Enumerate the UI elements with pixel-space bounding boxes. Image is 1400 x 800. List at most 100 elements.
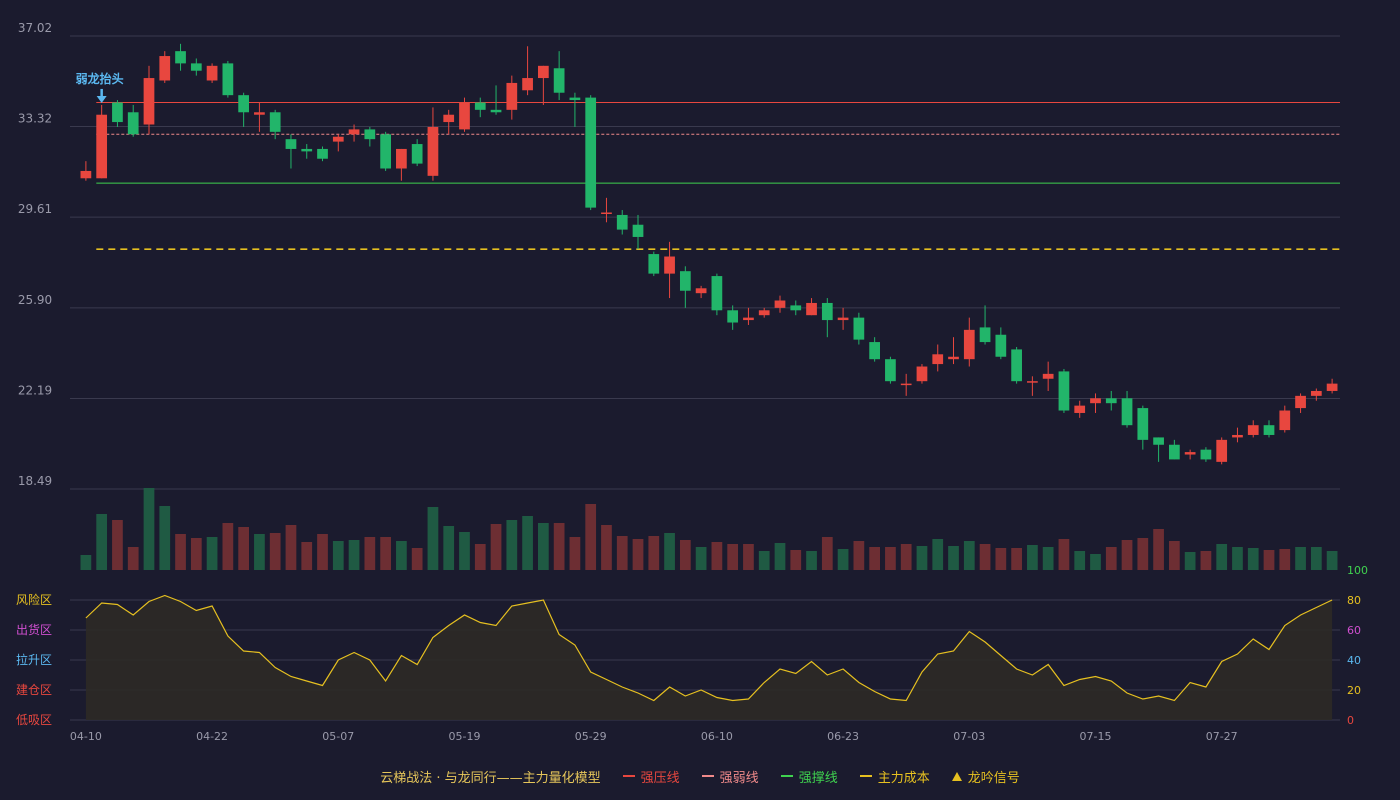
- volume-bar: [506, 520, 518, 570]
- legend-item: 强撑线: [780, 767, 838, 786]
- candle-body: [885, 359, 896, 382]
- volume-bar: [979, 544, 991, 570]
- volume-bar: [537, 523, 549, 570]
- price-tick-label: 33.32: [18, 111, 52, 125]
- candle-body: [380, 134, 391, 169]
- signal-label: 弱龙抬头: [76, 71, 124, 86]
- volume-bar: [1279, 549, 1291, 570]
- candle-body: [979, 327, 991, 343]
- candle-body: [490, 109, 502, 113]
- legend-label: 强弱线: [719, 770, 759, 786]
- volume-bar: [364, 537, 376, 570]
- legend-swatch: [859, 775, 872, 777]
- oscillator-area: [85, 595, 1333, 720]
- candle-body: [679, 271, 691, 291]
- volume-bar: [916, 546, 928, 570]
- candle-body: [1011, 349, 1022, 382]
- volume-bar: [679, 540, 691, 570]
- legend-label: 强压线: [640, 770, 680, 786]
- price-tick-label: 25.90: [18, 293, 52, 307]
- volume-bar: [1153, 529, 1164, 570]
- volume-bar: [332, 541, 344, 570]
- candle-body: [1168, 444, 1180, 460]
- date-tick-label: 04-22: [196, 730, 228, 743]
- oscillator-tick-label: 80: [1347, 594, 1361, 607]
- volume-bar: [459, 532, 470, 570]
- volume-bar: [616, 536, 628, 570]
- volume-bar: [632, 539, 644, 570]
- zone-label: 出货区: [16, 622, 52, 637]
- candle-body: [632, 224, 644, 237]
- volume-bar: [96, 514, 108, 570]
- volume-bar: [443, 526, 455, 570]
- volume-bar: [869, 547, 881, 570]
- volume-bar: [963, 541, 975, 570]
- volume-bar: [396, 541, 407, 570]
- candle-body: [1090, 398, 1101, 404]
- volume-bar: [664, 533, 675, 570]
- volume-bar: [1027, 545, 1038, 570]
- volume-bar: [1326, 551, 1338, 570]
- legend-swatch: [701, 775, 714, 777]
- candle-body: [222, 63, 234, 96]
- legend-label: 龙吟信号: [967, 770, 1020, 786]
- candle-body: [790, 305, 802, 311]
- candle-body: [1137, 408, 1149, 440]
- legend-label: 强撑线: [798, 770, 838, 786]
- candle-body: [285, 139, 297, 149]
- volume-bar: [159, 506, 171, 570]
- candle-body: [1153, 437, 1164, 445]
- oscillator-tick-label: 40: [1347, 654, 1361, 667]
- price-tick-label: 22.19: [18, 384, 52, 398]
- signal-annotation: 弱龙抬头: [76, 71, 124, 103]
- volume-bar: [569, 537, 581, 570]
- legend-item: 强压线: [622, 767, 680, 786]
- volume-bar: [254, 534, 265, 570]
- oscillator-panel: [70, 594, 1340, 721]
- candle-body: [364, 129, 376, 140]
- volume-bar: [885, 547, 896, 570]
- candle-body: [127, 112, 139, 135]
- volume-bar: [932, 539, 944, 570]
- volume-bar: [695, 547, 707, 570]
- candle-body: [269, 112, 281, 132]
- oscillator-line: [85, 594, 1333, 702]
- candle-body: [1058, 371, 1070, 411]
- candle-body: [948, 356, 959, 360]
- candle-body: [1279, 410, 1291, 431]
- legend-swatch: [622, 775, 635, 777]
- candlesticks: [80, 43, 1338, 465]
- date-tick-label: 05-07: [322, 730, 354, 743]
- volume-bar: [348, 540, 360, 570]
- legend-item: 主力成本: [859, 767, 930, 786]
- volume-bar: [774, 543, 786, 570]
- candle-body: [332, 136, 344, 142]
- volume-bar: [743, 544, 754, 570]
- zone-label: 建仓区: [16, 683, 52, 697]
- triangle-icon: [951, 771, 962, 781]
- candle-body: [664, 256, 675, 274]
- oscillator-tick-label: 20: [1347, 684, 1361, 697]
- volume-bar: [1232, 547, 1243, 570]
- volume-bars: [80, 488, 1338, 570]
- volume-bar: [1042, 547, 1054, 570]
- zone-label: 拉升区: [16, 652, 52, 667]
- zone-label: 风险区: [16, 592, 52, 607]
- volume-bar: [758, 551, 770, 570]
- volume-bar: [995, 548, 1007, 570]
- volume-bar: [1263, 550, 1275, 570]
- volume-bar: [837, 549, 849, 570]
- candle-body: [1295, 395, 1306, 409]
- candle-body: [1074, 405, 1086, 413]
- legend-item: 强弱线: [701, 767, 759, 786]
- date-tick-label: 05-29: [575, 730, 607, 743]
- candle-body: [743, 317, 754, 321]
- volume-bar: [1105, 547, 1117, 570]
- candle-body: [1263, 425, 1275, 435]
- signal-arrow-icon: [96, 95, 107, 103]
- volume-bar: [1216, 544, 1228, 570]
- volume-bar: [112, 520, 123, 570]
- candle-body: [348, 129, 360, 135]
- candle-body: [1121, 398, 1133, 426]
- candle-body: [648, 254, 660, 274]
